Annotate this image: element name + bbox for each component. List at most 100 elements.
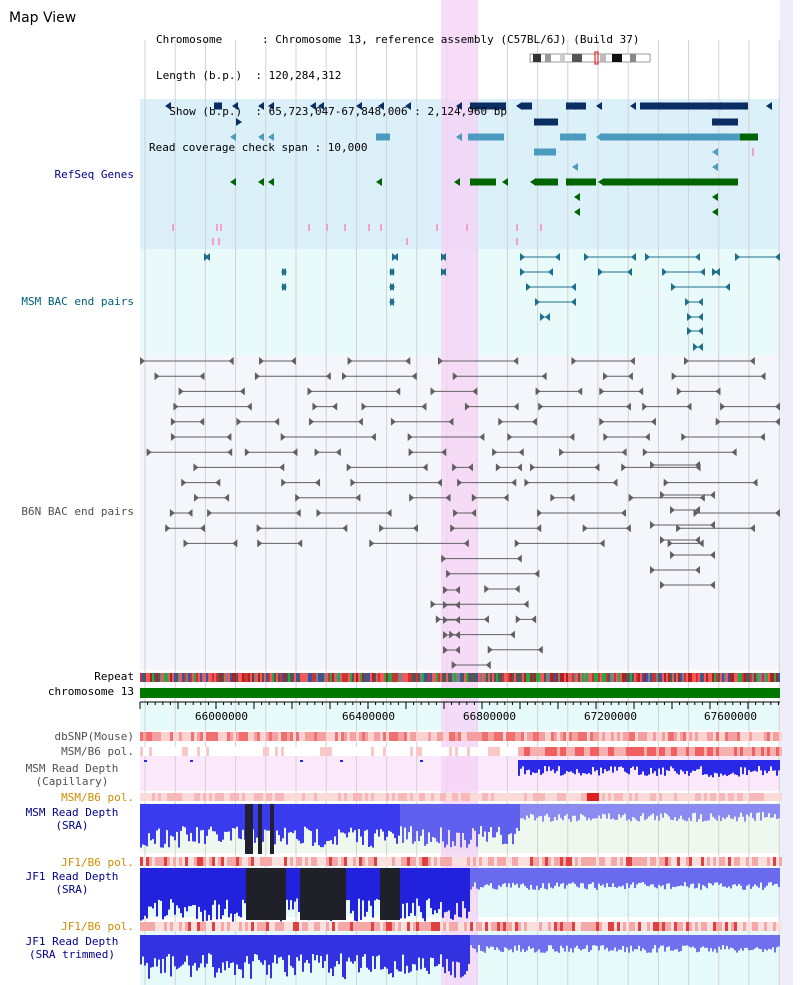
pol-cell [362,857,365,866]
pol-cell [296,793,299,801]
repeat-segment [656,673,658,682]
depth-bar [552,760,554,770]
bac-pair-end [173,402,179,411]
pol-cell [155,857,158,866]
pol-cell [179,747,182,756]
pol-cell [617,793,620,801]
bac-pair-end [520,253,525,261]
b6n-bac-label[interactable]: B6N BAC end pairs [21,505,134,518]
repeat-segment [688,673,690,682]
depth-bar [284,804,286,828]
dbsnp-cell [200,732,203,741]
dbsnp-cell [515,732,518,741]
pol-cell [464,857,467,866]
pol-cell [665,793,668,801]
depth-bar [618,804,620,815]
depth-bar [340,760,343,762]
msm-b6-pol-sra-label[interactable]: MSM/B6 pol. [61,791,134,804]
depth-bar [208,804,210,830]
msm-depth-capillary-label[interactable]: MSM Read Depth [25,762,119,775]
pol-cell [461,922,464,931]
pol-cell [617,922,620,931]
depth-bar [652,868,654,885]
jf1-b6-pol-label[interactable]: JF1/B6 pol. [61,856,134,869]
pol-cell [518,793,521,801]
depth-bar [380,804,382,830]
depth-bar [638,804,640,822]
depth-bar [188,868,190,907]
msm-depth-sra-label[interactable]: MSM Read Depth [25,806,119,819]
pol-cell [551,747,554,756]
dbsnp-cell [461,732,464,741]
depth-bar [268,935,270,965]
bac-pair-end [342,372,348,381]
depth-bar [620,760,622,767]
jf1-depth-sra-label[interactable]: JF1 Read Depth [25,870,119,883]
depth-bar [652,760,654,774]
depth-bar [402,804,404,843]
dbsnp-cell [764,732,767,741]
pol-cell [593,857,596,866]
bac-pair-end [731,448,737,457]
depth-bar [168,868,170,910]
repeat-segment [418,673,420,682]
depth-bar [460,935,462,978]
repeat-segment [572,673,574,682]
pol-cell [410,922,413,931]
depth-bar [772,868,774,886]
depth-bar [336,804,338,845]
msm-b6-pol-label[interactable]: MSM/B6 pol. [61,745,134,758]
depth-bar [454,804,456,846]
depth-bar [562,760,564,776]
depth-bar [442,935,444,968]
dbsnp-cell [350,732,353,741]
pol-cell [422,857,425,866]
pol-cell [401,922,404,931]
repeat-segment [312,673,314,682]
pol-cell [623,793,626,801]
depth-bar [650,935,652,953]
pol-cell [224,793,227,801]
dbsnp-label[interactable]: dbSNP(Mouse) [54,730,134,743]
jf1-b6-pol-trim-label[interactable]: JF1/B6 pol. [61,920,134,933]
gene-mark [368,224,370,231]
depth-bar [552,804,554,821]
gene-mark [172,224,174,231]
depth-bar [760,760,762,771]
depth-bar [406,868,408,903]
dbsnp-cell [245,732,248,741]
dbsnp-cell [326,732,329,741]
bac-pair-end [307,387,313,396]
gene-block [712,118,738,126]
depth-bar [530,868,532,885]
bac-pair-end [227,448,233,457]
jf1-depth-trim-label[interactable]: JF1 Read Depth [25,935,119,948]
depth-bar [762,804,764,813]
dbsnp-cell [392,732,395,741]
depth-bar [370,935,372,972]
depth-bar [494,804,496,838]
pol-cell [644,747,647,756]
pol-cell [626,922,629,931]
pol-cell [179,793,182,801]
pol-cell [608,793,611,801]
pol-cell [677,747,680,756]
bac-pair-end [492,448,498,457]
depth-bar [756,760,758,772]
repeat-segment [382,673,384,682]
gene-glyph [310,102,316,110]
refseq-label[interactable]: RefSeq Genes [54,168,134,181]
dbsnp-cell [320,732,323,741]
pol-cell [461,747,464,756]
pol-cell [569,857,572,866]
dbsnp-cell [305,732,308,741]
msm-bac-label[interactable]: MSM BAC end pairs [21,295,134,308]
dbsnp-cell [437,732,440,741]
gene-glyph [378,102,384,110]
repeat-segment [486,673,488,682]
depth-bar [636,935,638,950]
pol-cell [530,793,533,801]
pol-cell [755,793,758,801]
depth-bar [714,804,716,819]
depth-bar [486,935,488,947]
